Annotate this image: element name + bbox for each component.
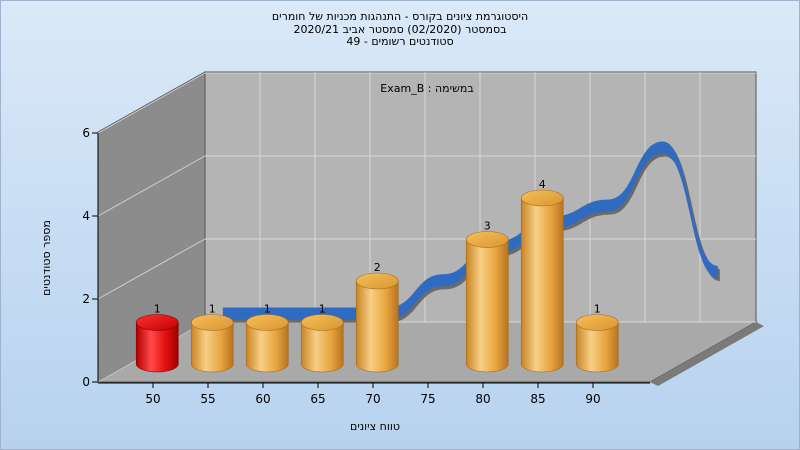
bar-body: [355, 280, 399, 373]
axes: 0 2 4 6 50 55 60 65 70 75 80 85 90: [82, 126, 650, 406]
x-tick-label: 80: [475, 392, 490, 406]
bar: [300, 314, 344, 373]
x-tick-label: 65: [310, 392, 325, 406]
inner-label: במשימה : Exam_B: [380, 82, 473, 95]
bar: [575, 314, 619, 373]
data-label: 1: [594, 303, 601, 316]
data-label: 1: [264, 303, 271, 316]
x-tick-label: 75: [420, 392, 435, 406]
bar-top: [520, 189, 564, 207]
x-tick-label: 50: [145, 392, 160, 406]
bar-top: [245, 314, 289, 331]
bar: [135, 314, 179, 373]
bar: [245, 314, 289, 373]
y-tick-label: 2: [82, 292, 90, 306]
data-label: 3: [484, 220, 491, 233]
bar-top: [135, 314, 179, 331]
bar-body: [575, 322, 619, 373]
data-label: 1: [319, 303, 326, 316]
x-tick-label: 55: [200, 392, 215, 406]
bar-top: [190, 314, 234, 331]
chart-title-line-3: סטודנטים רשומים - 49: [346, 35, 454, 48]
chart-title: היסטוגרמת ציונים בקורס - התנהגות מכניות …: [0, 10, 800, 49]
bar-body: [135, 322, 179, 373]
chart-title-line-2: בסמסטר (02/2020) סמסטר אביב 2020/21: [293, 22, 507, 36]
bar-body: [190, 322, 234, 373]
y-tick-label: 6: [82, 126, 90, 140]
bar: [465, 231, 509, 373]
x-tick-label: 70: [365, 392, 380, 406]
gridline-side: [97, 155, 206, 217]
bar-body: [520, 197, 564, 373]
x-tick-label: 60: [255, 392, 270, 406]
y-tick-label: 0: [82, 375, 90, 389]
data-labels: 1 1 1 1 2 3 4 1: [154, 178, 601, 316]
chart-floor-edge: [650, 322, 764, 386]
bar: [190, 314, 234, 373]
y-tick-label: 4: [82, 209, 90, 223]
data-label: 1: [209, 303, 216, 316]
x-axis-title: טווח ציונים: [350, 420, 400, 433]
x-tick-label: 85: [530, 392, 545, 406]
bar-body: [245, 322, 289, 373]
gridline-side: [97, 238, 206, 300]
bar-top: [300, 314, 344, 331]
bar: [520, 189, 564, 373]
bars: [135, 189, 619, 373]
chart-title-line-1: היסטוגרמת ציונים בקורס - התנהגות מכניות …: [271, 10, 529, 23]
bar-top: [355, 272, 399, 290]
gridline-side: [97, 72, 206, 134]
bar-body: [465, 239, 509, 373]
bar: [355, 272, 399, 373]
bar-top: [575, 314, 619, 331]
data-label: 2: [374, 261, 381, 274]
data-label: 1: [154, 303, 161, 316]
x-tick-label: 90: [585, 392, 600, 406]
data-label: 4: [539, 178, 546, 191]
bar-top: [465, 231, 509, 248]
y-axis-title: מספר סטודנטים: [40, 220, 53, 296]
bar-body: [300, 322, 344, 373]
